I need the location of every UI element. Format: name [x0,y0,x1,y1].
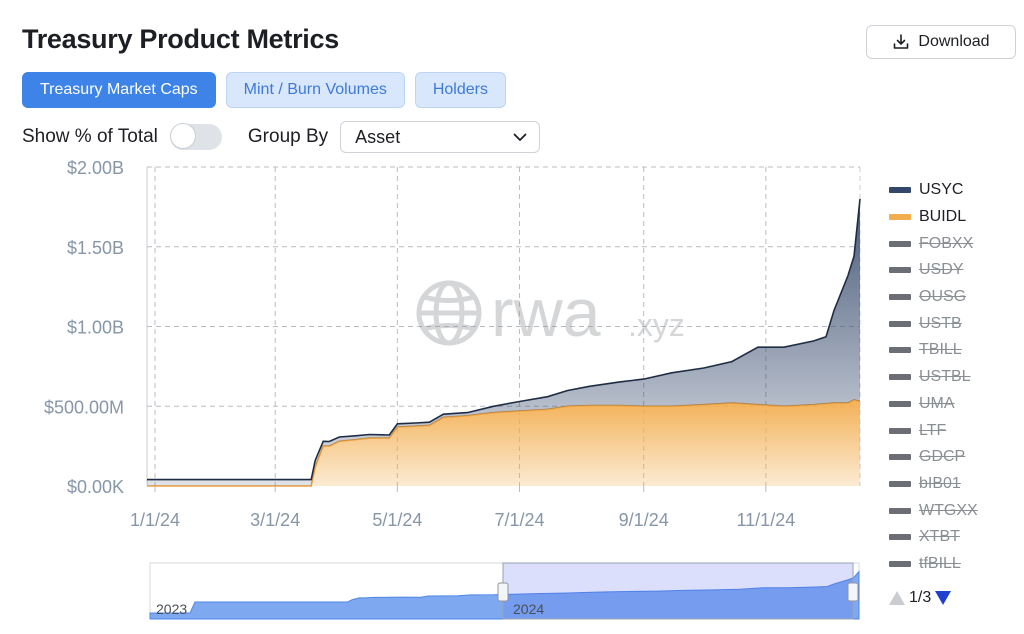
range-navigator[interactable]: 2023 2024 [149,562,860,620]
watermark-main: rwa [491,275,601,351]
globe-icon [416,280,482,346]
rwa-watermark: rwa .xyz [416,275,685,351]
legend-label: XTBT [919,528,960,546]
legend-swatch [889,374,911,381]
y-tick-label: $1.00B [67,318,124,338]
metric-tabs: Treasury Market Caps Mint / Burn Volumes… [22,72,506,108]
legend-item-ltf[interactable]: LTF [889,417,978,444]
legend-label: WTGXX [919,501,978,519]
tab-treasury-market-caps[interactable]: Treasury Market Caps [22,72,216,108]
x-tick-label: 5/1/24 [372,510,422,530]
legend-page-indicator: 1/3 [909,589,932,606]
chart-areas [147,198,861,487]
chart-controls: Show % of Total Group By Asset [22,121,541,153]
legend-label: UMA [919,394,955,412]
group-by-value: Asset [355,126,401,147]
legend-item-usdy[interactable]: USDY [889,257,978,284]
legend-label: FOBXX [919,234,974,252]
legend-swatch [889,427,911,434]
download-icon [894,34,909,49]
legend-label: OUSG [919,288,967,306]
legend-item-usyc[interactable]: USYC [889,177,978,204]
legend-swatch [889,240,911,247]
legend-item-ustb[interactable]: USTB [889,310,978,337]
navigator-label-2024: 2024 [513,601,544,617]
legend-label: TBILL [919,341,962,359]
download-label: Download [918,33,990,50]
legend-item-bib01[interactable]: bIB01 [889,471,978,498]
x-tick-label: 7/1/24 [494,510,544,530]
legend-swatch [889,534,911,541]
navigator-selection[interactable] [502,562,854,620]
navigator-right-handle[interactable] [847,582,859,602]
chevron-down-icon [513,133,527,141]
legend-item-fobxx[interactable]: FOBXX [889,230,978,257]
legend-item-buidl[interactable]: BUIDL [889,204,978,231]
legend-swatch [889,267,911,274]
legend-label: USYC [919,181,964,199]
navigator-label-2023: 2023 [156,601,187,617]
legend-swatch [889,320,911,327]
legend-swatch [889,400,911,407]
legend-next-arrow[interactable] [935,591,952,605]
legend-label: USDY [919,261,964,279]
legend-item-xtbt[interactable]: XTBT [889,524,978,551]
y-axis: $0.00K $500.00M $1.00B $1.50B $2.00B [44,158,124,497]
x-tick-label: 3/1/24 [250,510,300,530]
y-tick-label: $2.00B [67,158,124,178]
legend-label: GDCP [919,448,966,466]
legend-prev-arrow[interactable] [889,591,905,605]
tab-holders[interactable]: Holders [414,72,506,108]
x-tick-label: 9/1/24 [619,510,669,530]
legend-label: tfBILL [919,554,961,572]
line-usyc [147,198,861,481]
tab-mint-burn-volumes[interactable]: Mint / Burn Volumes [225,72,405,108]
x-tick-label: 1/1/24 [130,510,180,530]
legend-item-gdcp[interactable]: GDCP [889,444,978,471]
y-tick-label: $1.50B [67,238,124,258]
show-percent-label: Show % of Total [22,126,158,147]
legend-item-ustbl[interactable]: USTBL [889,364,978,391]
legend-swatch [889,454,911,461]
group-by-select[interactable]: Asset [340,121,541,153]
legend-label: BUIDL [919,208,967,226]
x-tick-label: 11/1/24 [737,510,796,530]
chart-legend: USYC BUIDL FOBXX USDY OUSG USTB TBILL USTBL UMA L… [889,177,978,577]
area-buidl[interactable] [147,399,860,486]
legend-item-wtgxx[interactable]: WTGXX [889,497,978,524]
y-tick-label: $500.00M [44,397,124,417]
legend-swatch [889,347,911,354]
legend-item-tbill[interactable]: TBILL [889,337,978,364]
toggle-knob [169,123,196,149]
legend-label: LTF [919,421,947,439]
legend-label: USTB [919,314,962,332]
legend-label: USTBL [919,368,971,386]
legend-swatch [889,560,911,567]
legend-swatch [889,507,911,514]
legend-item-tfbill[interactable]: tfBILL [889,551,978,578]
legend-item-uma[interactable]: UMA [889,391,978,418]
legend-label: bIB01 [919,474,961,492]
group-by-label: Group By [247,126,329,147]
legend-swatch [889,480,911,487]
legend-pager: 1/3 [889,589,952,607]
legend-swatch [889,294,911,301]
watermark-suffix: .xyz [628,307,685,343]
download-button[interactable]: Download [866,25,1016,59]
legend-swatch [889,187,911,194]
x-axis: 1/1/24 3/1/24 5/1/24 7/1/24 9/1/24 11/1/24 [130,510,795,530]
page-title: Treasury Product Metrics [22,24,339,54]
navigator-left-handle[interactable] [497,582,509,602]
legend-item-ousg[interactable]: OUSG [889,284,978,311]
y-tick-label: $0.00K [67,477,124,497]
show-percent-toggle[interactable] [169,123,222,150]
legend-swatch [889,214,911,221]
